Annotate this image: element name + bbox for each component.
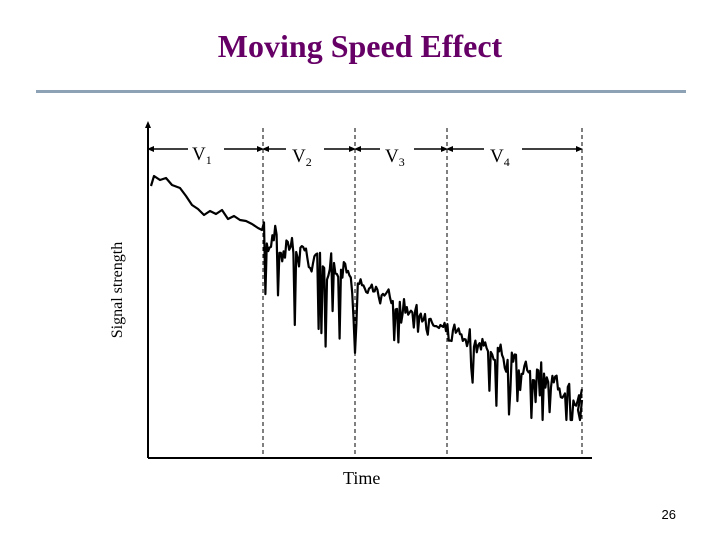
title-divider (36, 90, 686, 93)
page-number: 26 (661, 507, 676, 522)
signal-trace (149, 174, 584, 422)
slide-title: Moving Speed Effect (217, 28, 503, 64)
segment-dividers (262, 128, 583, 456)
x-axis-label: Time (343, 468, 381, 488)
axes (145, 121, 592, 459)
segment-label-v2: V2 (292, 146, 312, 169)
segment-label-v1: V1 (192, 144, 212, 167)
segment-label-v4: V4 (490, 146, 510, 169)
y-axis-label: Signal strength (109, 241, 126, 339)
segment-label-v3: V3 (385, 146, 405, 169)
